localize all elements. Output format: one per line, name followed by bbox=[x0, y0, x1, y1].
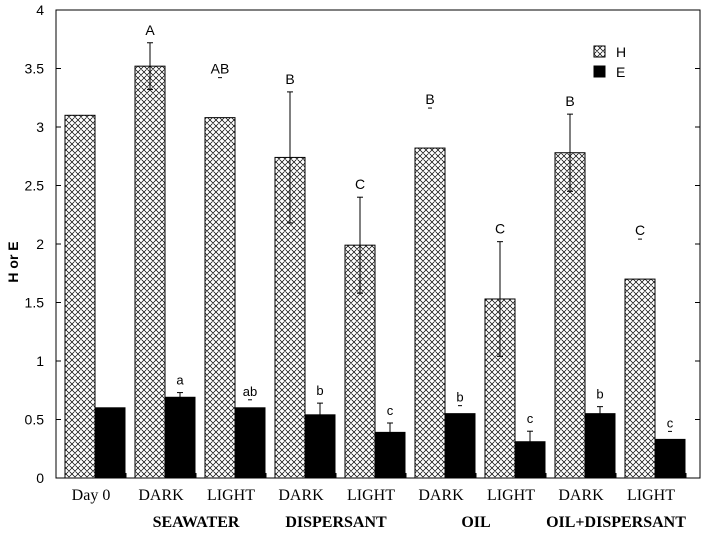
y-tick-label: 2 bbox=[36, 236, 44, 252]
h-bar bbox=[204, 117, 236, 479]
x-group-label: DISPERSANT bbox=[285, 514, 387, 531]
y-tick-label: 1.5 bbox=[25, 295, 45, 311]
h-bar bbox=[554, 152, 586, 479]
y-tick-label: 0.5 bbox=[25, 412, 45, 428]
x-category-label: LIGHT bbox=[487, 487, 535, 504]
legend-swatch-h bbox=[593, 45, 606, 58]
y-tick-label: 4 bbox=[36, 2, 44, 18]
h-significance-label: C bbox=[355, 176, 365, 192]
e-significance-label: ab bbox=[243, 384, 257, 399]
h-significance-label: A bbox=[145, 22, 155, 38]
e-bar bbox=[444, 413, 476, 479]
e-significance-label: c bbox=[527, 411, 534, 426]
x-category-label: DARK bbox=[558, 487, 604, 504]
e-bar bbox=[584, 413, 616, 479]
h-bar bbox=[134, 65, 166, 479]
legend-label-e: E bbox=[616, 64, 625, 80]
e-significance-label: c bbox=[387, 403, 394, 418]
e-bar bbox=[164, 396, 196, 479]
x-category-label: LIGHT bbox=[627, 487, 675, 504]
e-bar bbox=[654, 438, 686, 479]
e-significance-label: c bbox=[667, 415, 674, 430]
h-significance-label: AB bbox=[211, 61, 230, 77]
x-category-label: DARK bbox=[138, 487, 184, 504]
x-group-label: OIL+DISPERSANT bbox=[546, 514, 686, 531]
y-tick-label: 3 bbox=[36, 119, 44, 135]
x-group-label: SEAWATER bbox=[153, 514, 240, 531]
y-tick-label: 2.5 bbox=[25, 178, 45, 194]
y-tick-label: 1 bbox=[36, 353, 44, 369]
e-bar bbox=[94, 407, 126, 479]
x-category-label: DARK bbox=[278, 487, 324, 504]
h-bar bbox=[64, 114, 96, 479]
e-significance-label: b bbox=[316, 383, 323, 398]
x-group-label: OIL bbox=[461, 514, 490, 531]
h-significance-label: C bbox=[635, 222, 645, 238]
x-category-label: DARK bbox=[418, 487, 464, 504]
h-significance-label: B bbox=[425, 91, 434, 107]
legend-swatch-e bbox=[593, 65, 606, 78]
e-significance-label: b bbox=[456, 390, 463, 405]
y-tick-label: 3.5 bbox=[25, 61, 45, 77]
h-significance-label: B bbox=[565, 93, 574, 109]
e-significance-label: a bbox=[176, 373, 184, 388]
y-axis-title: H or E bbox=[5, 241, 21, 282]
x-category-label: LIGHT bbox=[207, 487, 255, 504]
h-bar bbox=[624, 278, 656, 479]
x-category-label: LIGHT bbox=[347, 487, 395, 504]
e-bar bbox=[234, 407, 266, 479]
h-bar bbox=[414, 147, 446, 479]
legend-label-h: H bbox=[616, 44, 626, 60]
e-significance-label: b bbox=[596, 387, 603, 402]
y-tick-label: 0 bbox=[36, 470, 44, 486]
h-significance-label: C bbox=[495, 221, 505, 237]
x-category-label: Day 0 bbox=[72, 487, 111, 504]
h-significance-label: B bbox=[285, 71, 294, 87]
